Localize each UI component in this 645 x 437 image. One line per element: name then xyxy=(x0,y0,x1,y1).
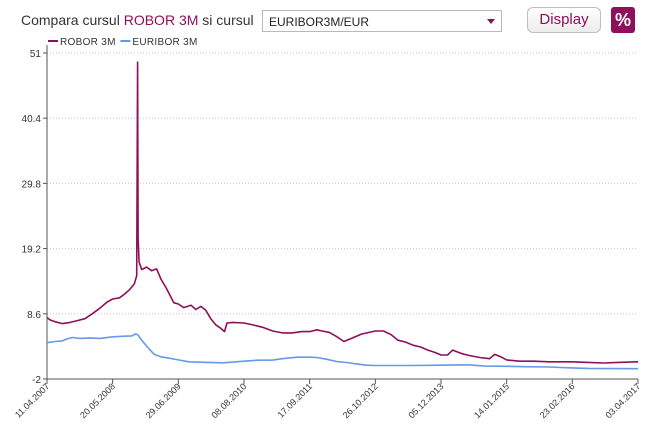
percent-toggle-button[interactable]: % xyxy=(611,7,635,33)
y-tick-label: 29.8 xyxy=(22,179,42,190)
x-tick-label: 29.06.2009 xyxy=(144,381,183,420)
series-line-robor-3m xyxy=(46,61,639,364)
chart-title: Compara cursul ROBOR 3M si cursul xyxy=(21,12,254,28)
x-tick-label: 20.05.2008 xyxy=(78,381,117,420)
legend: ROBOR 3M EURIBOR 3M xyxy=(48,37,197,48)
axes xyxy=(43,45,639,384)
title-prefix: Compara cursul xyxy=(21,12,120,28)
series-line-euribor-3m xyxy=(46,332,639,370)
currency-select-value: EURIBOR3M/EUR xyxy=(269,15,370,29)
y-tick-label: 19.2 xyxy=(22,245,42,256)
x-tick-label: 03.04.2017 xyxy=(603,381,642,420)
chevron-down-icon xyxy=(487,19,495,24)
y-axis-ticks: -2 8.6 19.2 29.8 40.4 51 xyxy=(22,49,42,386)
x-tick-label: 23.02.2016 xyxy=(538,381,577,420)
y-tick-label: -2 xyxy=(32,375,41,386)
x-tick-label: 26.10.2012 xyxy=(341,381,380,420)
line-chart: -2 8.6 19.2 29.8 40.4 51 11.04.2007 20.05.2008… xyxy=(13,37,642,420)
y-tick-label: 8.6 xyxy=(27,310,41,321)
y-tick-label: 51 xyxy=(30,49,42,60)
x-axis-ticks: 11.04.2007 20.05.2008 29.06.2009 08.08.2010… xyxy=(13,381,642,420)
toolbar: Compara cursul ROBOR 3M si cursul EURIBO… xyxy=(0,0,645,36)
display-button[interactable]: Display xyxy=(527,7,601,33)
currency-select[interactable]: EURIBOR3M/EUR xyxy=(262,10,502,32)
x-tick-label: 11.04.2007 xyxy=(13,381,51,419)
y-tick-label: 40.4 xyxy=(22,114,42,125)
legend-label-euribor-3m: EURIBOR 3M xyxy=(132,37,197,48)
grid xyxy=(47,52,638,315)
title-accent: ROBOR 3M xyxy=(123,12,199,28)
x-tick-label: 05.12.2013 xyxy=(406,381,445,420)
legend-label-robor-3m: ROBOR 3M xyxy=(60,37,116,48)
title-suffix: si cursul xyxy=(202,12,254,28)
x-tick-label: 14.01.2015 xyxy=(472,381,511,420)
series-lines xyxy=(46,61,639,370)
x-tick-label: 08.08.2010 xyxy=(209,381,248,420)
x-tick-label: 17.09.2011 xyxy=(276,381,314,419)
